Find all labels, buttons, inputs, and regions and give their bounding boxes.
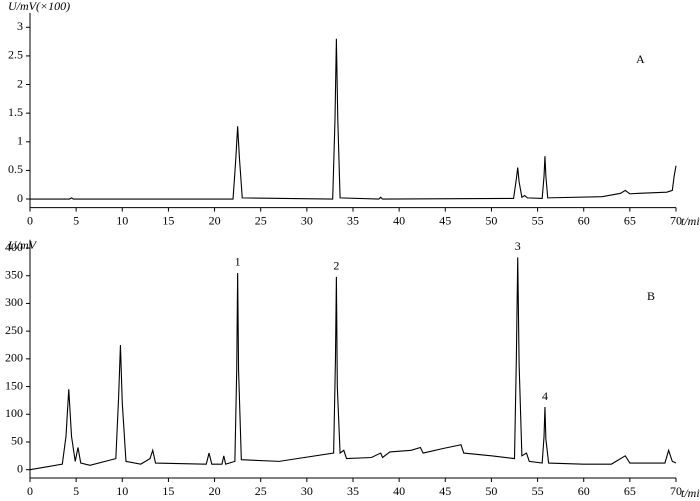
x-tick-label: 65	[624, 484, 636, 498]
y-tick-label: 3	[17, 19, 23, 33]
x-axis-label: t/min	[681, 486, 700, 500]
x-tick-label: 60	[578, 213, 590, 227]
x-tick-label: 40	[393, 484, 405, 498]
x-tick-label: 30	[301, 213, 313, 227]
x-tick-label: 40	[393, 213, 405, 227]
y-tick-label: 350	[5, 267, 23, 281]
y-tick-label: 50	[11, 434, 23, 448]
y-tick-label: 0	[17, 191, 23, 205]
peak-label: 3	[515, 239, 521, 253]
y-tick-label: 100	[5, 406, 23, 420]
y-tick-label: 2.5	[8, 48, 23, 62]
x-tick-label: 0	[27, 213, 33, 227]
x-tick-label: 50	[485, 484, 497, 498]
panel-label: B	[647, 289, 655, 303]
x-tick-label: 55	[532, 213, 544, 227]
x-tick-label: 50	[485, 213, 497, 227]
x-tick-label: 15	[162, 213, 174, 227]
y-tick-label: 150	[5, 378, 23, 392]
chromatogram-line	[29, 257, 677, 471]
x-tick-label: 70	[670, 213, 682, 227]
x-tick-label: 10	[116, 213, 128, 227]
x-tick-label: 55	[532, 484, 544, 498]
x-tick-label: 5	[73, 484, 79, 498]
x-tick-label: 45	[439, 213, 451, 227]
x-tick-label: 70	[670, 484, 682, 498]
y-tick-label: 400	[5, 240, 23, 254]
y-tick-label: 200	[5, 351, 23, 365]
x-tick-label: 35	[347, 213, 359, 227]
x-axis-label: t/min	[681, 214, 700, 228]
x-tick-label: 25	[255, 484, 267, 498]
y-tick-label: 300	[5, 295, 23, 309]
y-tick-label: 1.5	[8, 105, 23, 119]
y-tick-label: 2	[17, 76, 23, 90]
x-tick-label: 45	[439, 484, 451, 498]
peak-label: 4	[542, 389, 548, 403]
x-tick-label: 5	[73, 213, 79, 227]
y-tick-label: 0	[17, 461, 23, 475]
y-tick-label: 1	[17, 134, 23, 148]
x-tick-label: 65	[624, 213, 636, 227]
y-tick-label: 0.5	[8, 162, 23, 176]
x-tick-label: 60	[578, 484, 590, 498]
chromatogram-line	[30, 38, 677, 200]
peak-label: 1	[235, 255, 241, 269]
y-axis-label: U/mV	[8, 238, 38, 252]
x-tick-label: 35	[347, 484, 359, 498]
x-tick-label: 25	[255, 213, 267, 227]
y-axis-label: U/mV(×100)	[8, 0, 70, 13]
y-tick-label: 250	[5, 323, 23, 337]
x-tick-label: 20	[209, 213, 221, 227]
panel-label: A	[636, 52, 645, 66]
peak-label: 2	[333, 259, 339, 273]
x-tick-label: 30	[301, 484, 313, 498]
x-tick-label: 20	[209, 484, 221, 498]
x-tick-label: 10	[116, 484, 128, 498]
x-tick-label: 0	[27, 484, 33, 498]
x-tick-label: 15	[162, 484, 174, 498]
